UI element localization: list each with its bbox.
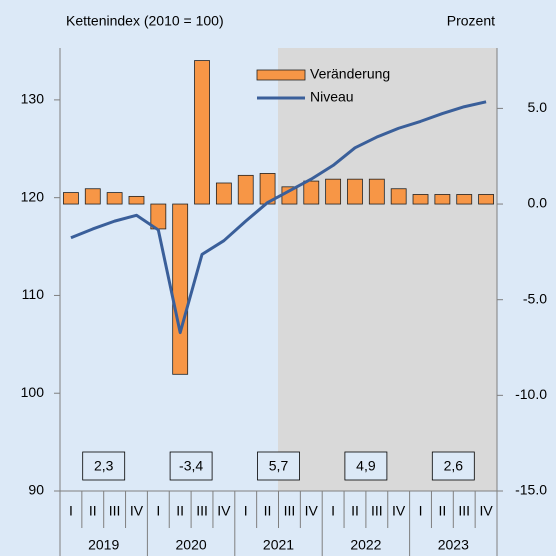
x-tick-label: I: [419, 503, 423, 519]
x-tick-label: I: [331, 503, 335, 519]
bar: [347, 178, 363, 205]
left-axis-label: Kettenindex (2010 = 100): [66, 13, 224, 29]
bar: [390, 188, 407, 205]
bar: [325, 178, 342, 205]
x-tick-label: II: [89, 503, 97, 519]
x-tick-label: I: [244, 503, 248, 519]
year-label: 2023: [438, 537, 469, 553]
x-tick-label: III: [196, 503, 208, 519]
bar: [84, 188, 101, 205]
annual-label: 2,3: [94, 458, 114, 474]
x-tick-label: III: [109, 503, 121, 519]
y2-tick-label: -15.0: [515, 482, 547, 498]
y-tick-label: 130: [21, 91, 45, 107]
x-tick-label: IV: [130, 503, 144, 519]
year-label: 2020: [176, 537, 207, 553]
line: [70, 100, 487, 335]
bar: [194, 60, 210, 205]
y-tick-label: 100: [21, 384, 45, 400]
annual-label: 5,7: [269, 458, 289, 474]
x-tick-label: IV: [392, 503, 406, 519]
year-label: 2021: [263, 537, 294, 553]
annual-box: [82, 451, 126, 481]
x-tick-label: III: [371, 503, 383, 519]
bar: [368, 178, 385, 205]
x-tick-label: IV: [479, 503, 493, 519]
bar: [456, 194, 473, 205]
annual-box: [344, 451, 388, 481]
annual-label: -3,4: [179, 458, 203, 474]
bar: [172, 203, 189, 375]
legend-label: Niveau: [310, 89, 354, 105]
annual-box: [431, 451, 475, 481]
bar: [412, 194, 429, 205]
bar: [237, 174, 254, 205]
bar: [63, 192, 79, 205]
x-tick-label: II: [438, 503, 446, 519]
annual-box: [257, 451, 300, 481]
x-tick-label: IV: [217, 503, 231, 519]
annual-label: 4,9: [356, 458, 376, 474]
x-tick-label: III: [284, 503, 296, 519]
x-tick-label: II: [351, 503, 359, 519]
x-tick-label: I: [156, 503, 160, 519]
year-label: 2019: [88, 537, 119, 553]
y-tick-label: 120: [21, 188, 45, 204]
y2-tick-label: -5.0: [523, 290, 547, 306]
y2-tick-label: 5.0: [528, 99, 548, 115]
right-axis-label: Prozent: [447, 13, 495, 29]
bar: [215, 182, 232, 205]
forecast-shade: [278, 48, 497, 491]
annual-box: [169, 451, 213, 481]
x-tick-label: IV: [305, 503, 319, 519]
x-tick-label: II: [176, 503, 184, 519]
annual-label: 2,6: [444, 458, 464, 474]
y2-tick-label: 0.0: [528, 195, 548, 211]
x-tick-label: II: [264, 503, 272, 519]
bar: [106, 192, 123, 205]
year-label: 2022: [350, 537, 381, 553]
bar: [128, 195, 145, 205]
bar: [434, 194, 451, 205]
y-tick-label: 110: [22, 286, 45, 302]
x-tick-label: III: [458, 503, 470, 519]
bar: [478, 194, 494, 205]
bar: [303, 180, 320, 205]
legend-label: Veränderung: [310, 66, 390, 82]
legend-swatch: [256, 69, 306, 81]
y-tick-label: 90: [28, 482, 44, 498]
x-tick-label: I: [69, 503, 73, 519]
y2-tick-label: -10.0: [515, 386, 547, 402]
